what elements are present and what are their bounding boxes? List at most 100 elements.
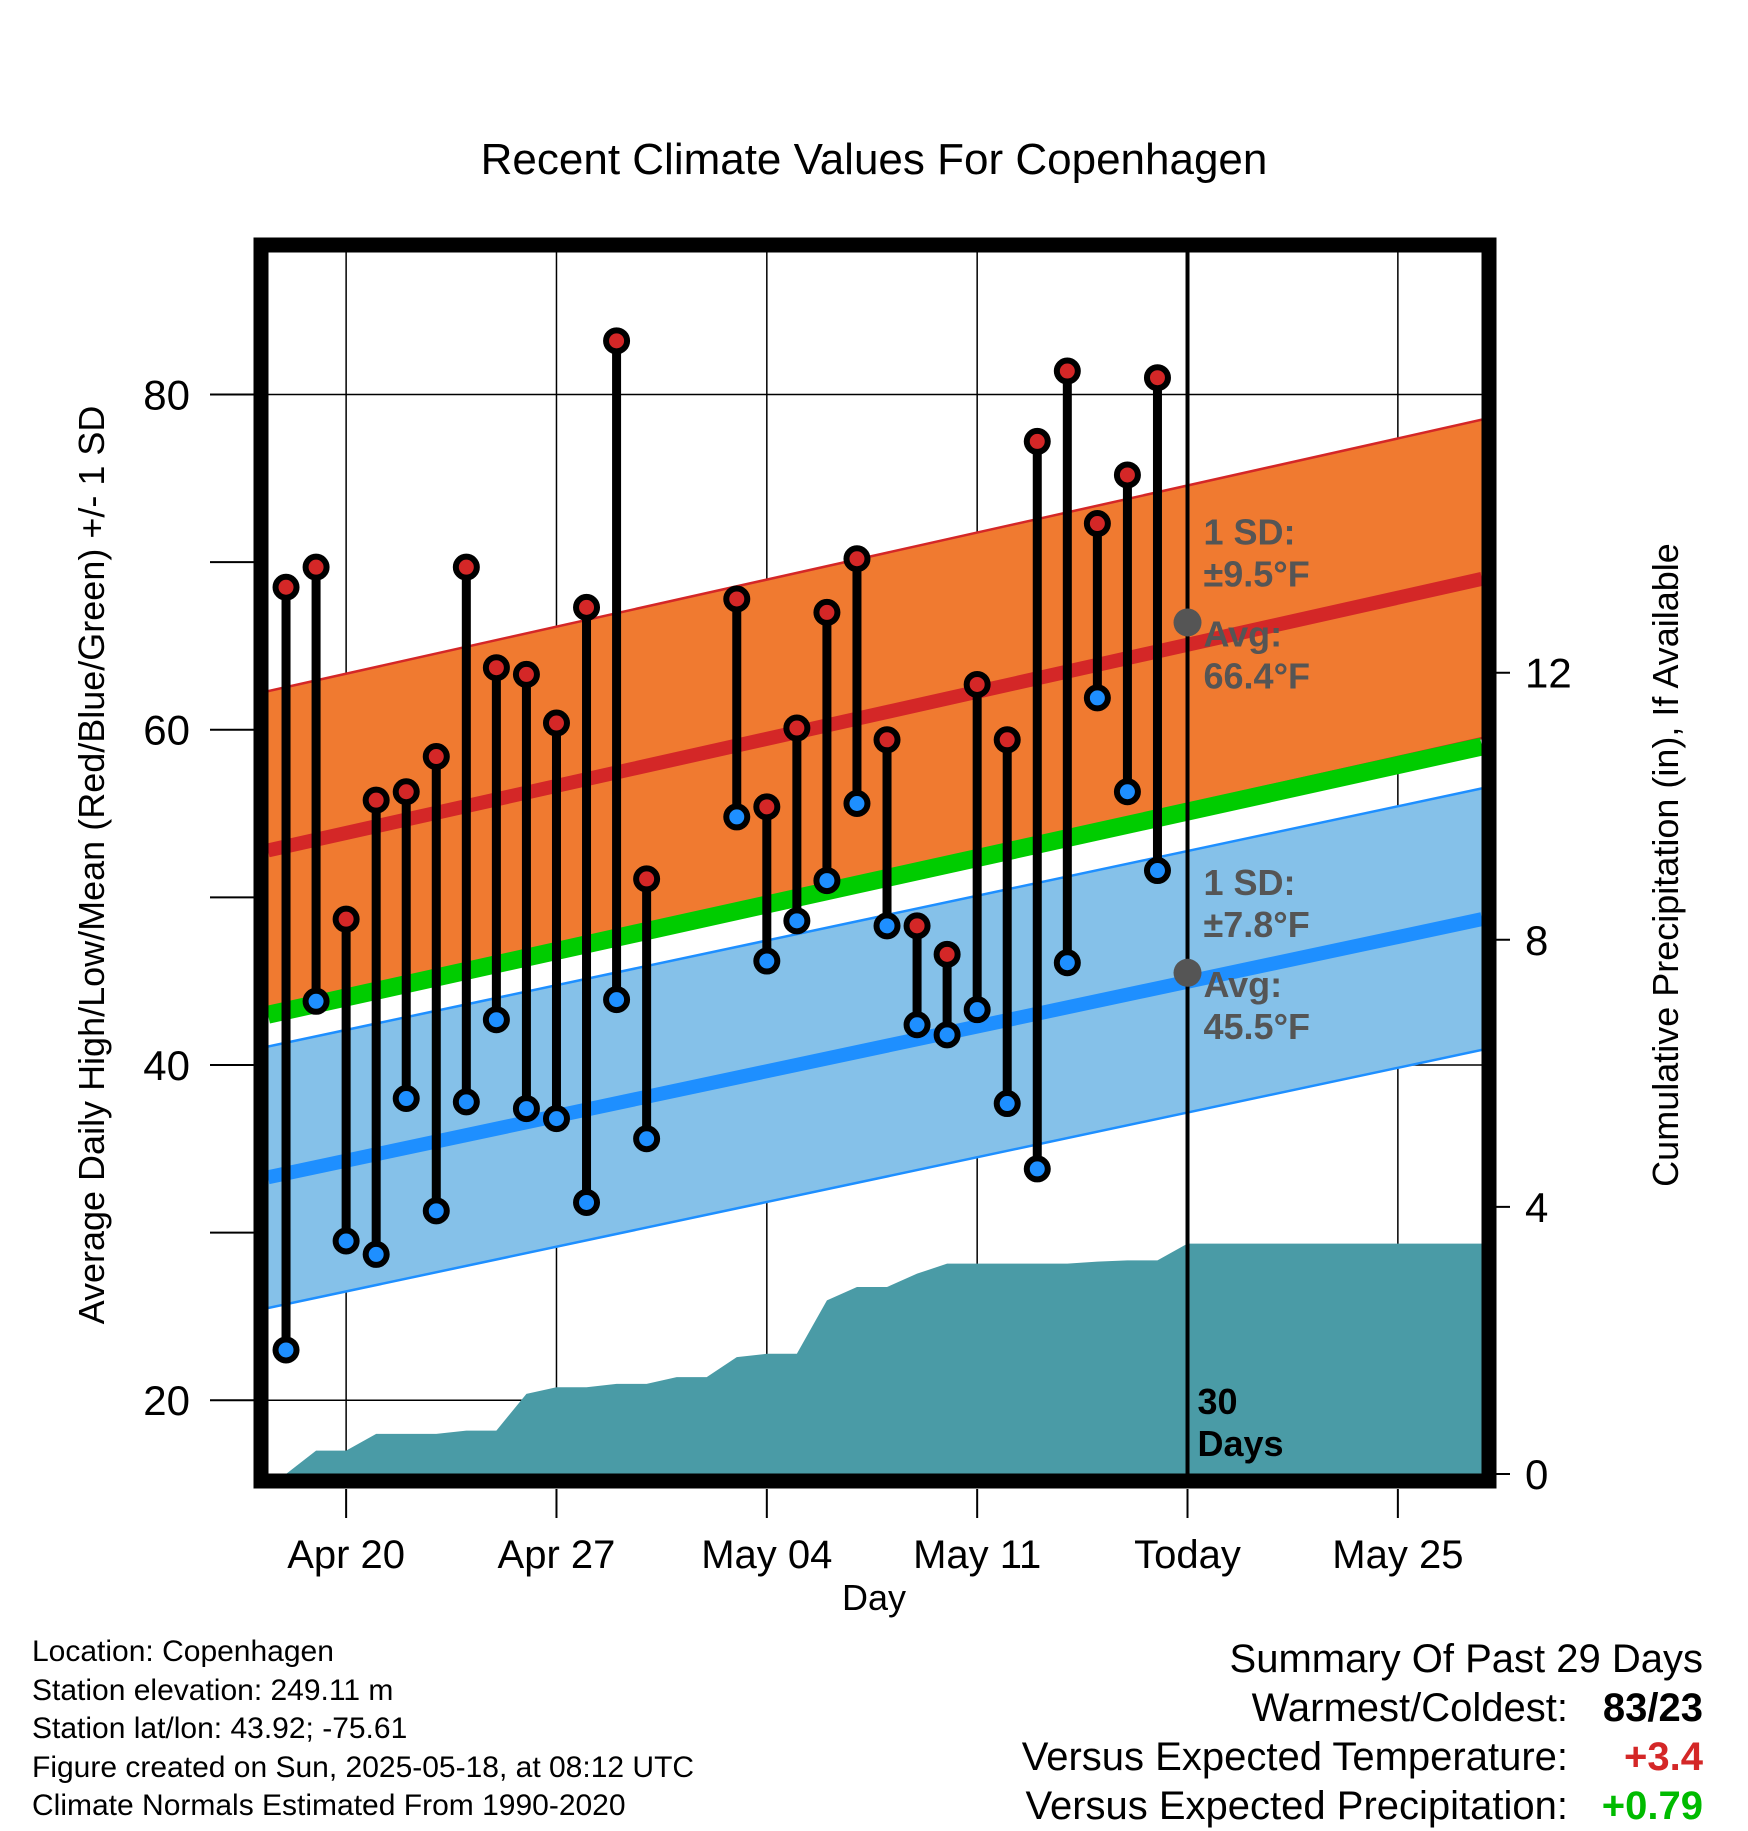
daily-low-point: [1023, 1155, 1051, 1183]
days-label-number: 30: [1198, 1381, 1238, 1422]
daily-low-point: [1143, 857, 1171, 885]
daily-high-point: [362, 786, 390, 814]
daily-high-point: [573, 593, 601, 621]
daily-high-point: [783, 714, 811, 742]
y-axis-label-right: Cumulative Precipitation (in), If Availa…: [1645, 543, 1686, 1187]
warm-cold-label: Warmest/Coldest:: [1251, 1686, 1568, 1730]
low-avg-label: Avg:: [1204, 964, 1283, 1005]
daily-high-point: [302, 553, 330, 581]
location-text: Location: Copenhagen: [32, 1635, 334, 1668]
summary-heading: Summary Of Past 29 Days: [1229, 1637, 1703, 1681]
high-sd-value: ±9.5°F: [1204, 553, 1310, 594]
daily-low-point: [933, 1021, 961, 1049]
y-axis-label-left: Average Daily High/Low/Mean (Red/Blue/Gr…: [71, 406, 112, 1325]
daily-high-point: [272, 573, 300, 601]
daily-high-point: [633, 865, 661, 893]
daily-high-point: [1023, 427, 1051, 455]
daily-high-point: [843, 545, 871, 573]
x-tick-label: Apr 27: [498, 1533, 616, 1577]
daily-high-point: [813, 598, 841, 626]
y-tick-label-right: 4: [1525, 1184, 1548, 1231]
daily-high-point: [873, 726, 901, 754]
high-avg-value: 66.4°F: [1204, 655, 1310, 696]
daily-low-point: [783, 907, 811, 935]
x-tick-label: Apr 20: [287, 1533, 405, 1577]
y-tick-label-right: 0: [1525, 1451, 1548, 1498]
high-avg-label: Avg:: [1204, 613, 1283, 654]
low-sd-band-lower-edge: [268, 1048, 1482, 1310]
daily-high-point: [723, 585, 751, 613]
daily-low-point: [332, 1227, 360, 1255]
daily-low-point: [633, 1125, 661, 1153]
daily-low-point: [813, 867, 841, 895]
daily-high-point: [1143, 364, 1171, 392]
daily-low-point: [422, 1197, 450, 1225]
x-tick-label: Today: [1134, 1533, 1241, 1577]
temp-label: Versus Expected Temperature:: [1021, 1735, 1568, 1779]
plot-area: [268, 252, 1482, 1474]
created-text: Figure created on Sun, 2025-05-18, at 08…: [32, 1750, 695, 1784]
daily-high-point: [452, 553, 480, 581]
summary-panel: Summary Of Past 29 Days Warmest/Coldest:…: [1022, 1635, 1703, 1831]
daily-temperature-bars: [272, 327, 1171, 1364]
daily-low-point: [1053, 949, 1081, 977]
normals-text: Climate Normals Estimated From 1990-2020: [32, 1789, 626, 1822]
daily-low-point: [512, 1095, 540, 1123]
daily-high-point: [392, 778, 420, 806]
daily-low-point: [1113, 778, 1141, 806]
daily-low-point: [482, 1006, 510, 1034]
x-tick-label: May 25: [1332, 1533, 1463, 1577]
temp-value: +3.4: [1624, 1735, 1703, 1779]
daily-low-point: [542, 1105, 570, 1133]
today-low-avg-marker: [1173, 958, 1202, 987]
y-tick-label-left: 60: [143, 707, 190, 754]
daily-low-point: [873, 912, 901, 940]
low-normal-line: [268, 912, 1482, 1185]
daily-low-point: [302, 987, 330, 1015]
daily-high-point: [422, 743, 450, 771]
daily-high-point: [1053, 357, 1081, 385]
daily-high-point: [512, 660, 540, 688]
daily-low-point: [392, 1085, 420, 1113]
high-sd-label: 1 SD:: [1204, 511, 1296, 552]
y-tick-label-left: 40: [143, 1042, 190, 1089]
station-info: Location: Copenhagen Station elevation: …: [32, 1633, 694, 1826]
x-tick-label: May 04: [701, 1533, 832, 1577]
daily-low-point: [452, 1088, 480, 1116]
chart-title: Recent Climate Values For Copenhagen: [481, 135, 1268, 184]
days-label-text: Days: [1198, 1423, 1284, 1464]
daily-low-point: [573, 1188, 601, 1216]
daily-low-point: [993, 1090, 1021, 1118]
daily-low-point: [903, 1011, 931, 1039]
y-tick-label-right: 8: [1525, 917, 1548, 964]
daily-high-point: [933, 940, 961, 968]
daily-high-point: [1113, 461, 1141, 489]
x-axis-label: Day: [842, 1577, 906, 1618]
precip-value: +0.79: [1601, 1784, 1703, 1828]
daily-low-point: [1083, 684, 1111, 712]
daily-low-point: [723, 803, 751, 831]
y-tick-label-right: 12: [1525, 650, 1572, 697]
daily-low-point: [843, 789, 871, 817]
axes: 20 40 60 80 0 4 8 12 Apr 20 Apr 27 May 04 May 11 Tod…: [143, 371, 1571, 1577]
summary-warm-cold: Warmest/Coldest: 83/23: [1022, 1684, 1703, 1733]
daily-low-point: [603, 986, 631, 1014]
daily-high-point: [1083, 510, 1111, 538]
precip-label: Versus Expected Precipitation:: [1025, 1784, 1568, 1828]
daily-high-point: [482, 654, 510, 682]
x-tick-label: May 11: [913, 1533, 1041, 1577]
daily-high-point: [753, 793, 781, 821]
daily-high-point: [903, 912, 931, 940]
low-avg-value: 45.5°F: [1204, 1006, 1310, 1047]
y-tick-label-left: 20: [143, 1377, 190, 1424]
low-sd-value: ±7.8°F: [1204, 904, 1310, 945]
climate-chart: Recent Climate Values For Copenhagen 20 4…: [71, 135, 1686, 1618]
daily-low-point: [753, 947, 781, 975]
daily-high-point: [332, 905, 360, 933]
daily-low-point: [272, 1336, 300, 1364]
elevation-text: Station elevation: 249.11 m: [32, 1673, 394, 1707]
summary-precip: Versus Expected Precipitation: +0.79: [1022, 1782, 1703, 1831]
today-high-avg-marker: [1173, 608, 1202, 637]
low-sd-label: 1 SD:: [1204, 862, 1296, 903]
